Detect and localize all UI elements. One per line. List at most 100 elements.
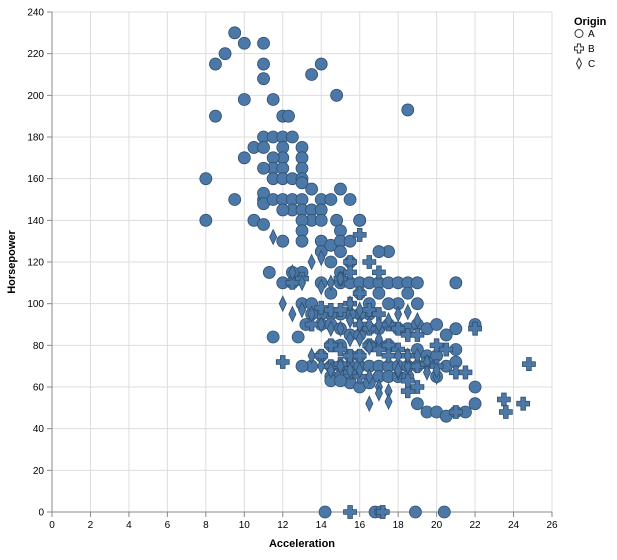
- x-tick-label: 12: [277, 520, 289, 531]
- legend-label-b: B: [588, 44, 595, 55]
- data-point-b: [314, 300, 329, 315]
- data-point-c: [307, 305, 316, 323]
- x-tick-label: 0: [49, 520, 55, 531]
- data-point-b: [400, 373, 415, 388]
- data-point-a: [295, 176, 309, 190]
- data-point-c: [297, 301, 307, 319]
- data-point-b: [372, 265, 386, 280]
- data-point-a: [199, 172, 213, 186]
- data-point-a: [262, 266, 276, 279]
- data-point-a: [314, 213, 328, 227]
- x-tick-label: 14: [316, 520, 328, 531]
- data-point-a: [409, 505, 422, 519]
- data-point-a: [276, 203, 290, 217]
- data-point-c: [394, 347, 403, 365]
- data-point-a: [257, 36, 270, 50]
- x-tick-label: 18: [393, 520, 405, 531]
- data-point-a: [257, 218, 270, 231]
- data-point-c: [326, 361, 335, 379]
- data-point-b: [497, 392, 511, 407]
- data-point-a: [218, 47, 232, 61]
- data-point-a: [372, 245, 386, 258]
- data-point-a: [334, 182, 347, 196]
- data-point-b: [323, 338, 338, 353]
- data-point-b: [429, 338, 444, 353]
- data-point-a: [291, 330, 305, 344]
- data-point-c: [269, 228, 278, 246]
- y-tick-label: 80: [33, 341, 45, 352]
- data-point-a: [343, 234, 357, 248]
- data-point-b: [410, 328, 425, 342]
- data-point-c: [374, 384, 383, 402]
- data-point-c: [355, 330, 364, 348]
- data-point-a: [334, 374, 347, 388]
- data-point-a: [334, 245, 347, 258]
- data-point-a: [257, 72, 270, 86]
- y-tick-label: 100: [27, 299, 44, 310]
- data-point-b: [410, 359, 425, 374]
- data-point-a: [330, 88, 344, 102]
- data-point-b: [498, 405, 513, 419]
- data-point-c: [317, 357, 326, 375]
- legend-symbol-c: [575, 57, 583, 70]
- data-point-c: [384, 393, 393, 410]
- data-point-b: [285, 275, 300, 290]
- x-tick-label: 10: [239, 520, 251, 531]
- data-point-a: [209, 57, 222, 71]
- data-point-b: [400, 328, 415, 342]
- data-point-a: [305, 68, 319, 81]
- grid-lines: [51, 11, 553, 513]
- legend-symbol-a: [574, 29, 584, 38]
- data-point-c: [374, 330, 383, 348]
- data-point-a: [318, 505, 332, 519]
- data-point-b: [352, 228, 367, 242]
- data-point-a: [343, 193, 357, 206]
- data-point-a: [468, 380, 482, 394]
- y-tick-label: 140: [27, 216, 44, 227]
- legend-label-c: C: [588, 59, 595, 70]
- legend-symbol-b: [574, 43, 584, 54]
- data-point-a: [449, 322, 463, 336]
- y-tick-label: 120: [27, 258, 44, 269]
- data-point-a: [276, 234, 290, 248]
- data-point-c: [365, 316, 374, 333]
- data-point-a: [228, 26, 242, 40]
- data-point-a: [449, 276, 463, 290]
- data-point-c: [346, 361, 355, 379]
- x-tick-label: 24: [508, 520, 520, 531]
- data-point-c: [355, 361, 364, 379]
- data-point-a: [382, 297, 395, 311]
- data-point-a: [372, 286, 386, 300]
- data-point-c: [317, 249, 326, 267]
- x-tick-label: 2: [88, 520, 94, 531]
- data-point-a: [228, 193, 242, 206]
- data-point-b: [343, 505, 357, 519]
- data-point-a: [353, 213, 367, 227]
- data-point-c: [346, 295, 355, 313]
- data-point-b: [333, 342, 348, 357]
- data-point-b: [372, 307, 386, 321]
- data-point-a: [266, 330, 280, 344]
- data-point-c: [346, 311, 355, 329]
- data-point-a: [324, 193, 338, 206]
- data-point-c: [365, 368, 374, 385]
- data-point-a: [257, 161, 270, 175]
- data-point-c: [288, 305, 297, 323]
- data-point-c: [288, 264, 297, 281]
- data-point-a: [295, 234, 309, 248]
- data-point-a: [266, 93, 280, 106]
- data-point-b: [343, 348, 357, 363]
- data-point-c: [336, 270, 345, 288]
- data-point-c: [403, 357, 412, 375]
- data-point-a: [430, 318, 444, 331]
- y-tick-label: 240: [27, 8, 44, 19]
- data-point-c: [413, 311, 422, 329]
- data-point-b: [304, 317, 319, 332]
- data-point-b: [391, 321, 406, 336]
- data-point-c: [432, 361, 441, 379]
- legend-title: Origin: [574, 16, 607, 28]
- data-point-a: [295, 359, 309, 373]
- data-point-c: [336, 357, 345, 375]
- data-point-a: [305, 182, 319, 196]
